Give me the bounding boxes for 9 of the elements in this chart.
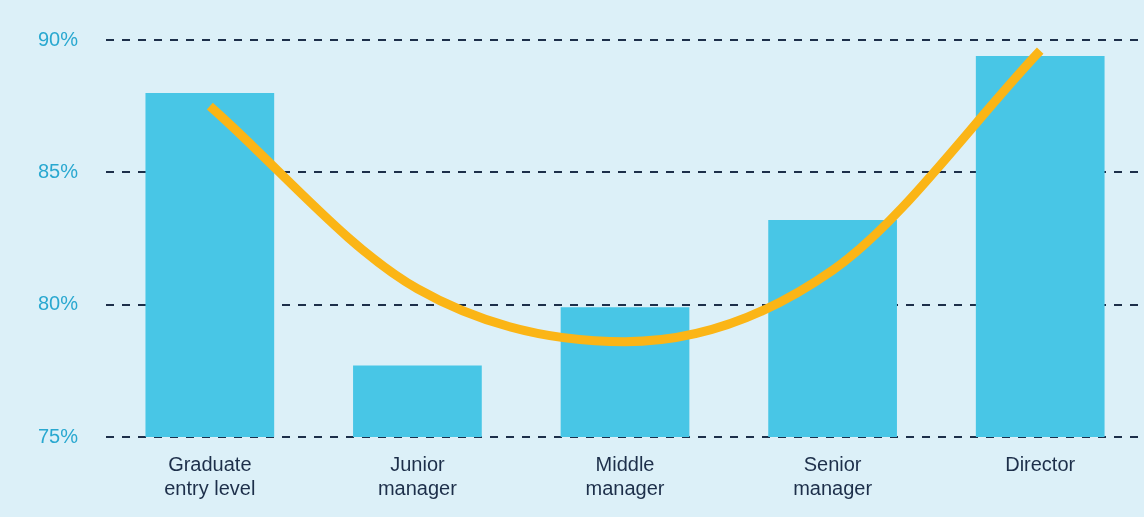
y-tick-label: 80% <box>38 292 79 315</box>
x-tick-label: Junior manager <box>377 452 458 499</box>
y-tick-label: 75% <box>38 424 79 447</box>
x-tick-label: Graduate entry level <box>164 452 256 499</box>
x-tick-label: Senior manager <box>793 452 873 499</box>
x-tick-label: Director <box>1005 452 1076 475</box>
x-tick-label: Middle manager <box>585 452 665 499</box>
y-tick-label: 85% <box>38 159 79 182</box>
y-tick-label: 90% <box>38 27 79 50</box>
